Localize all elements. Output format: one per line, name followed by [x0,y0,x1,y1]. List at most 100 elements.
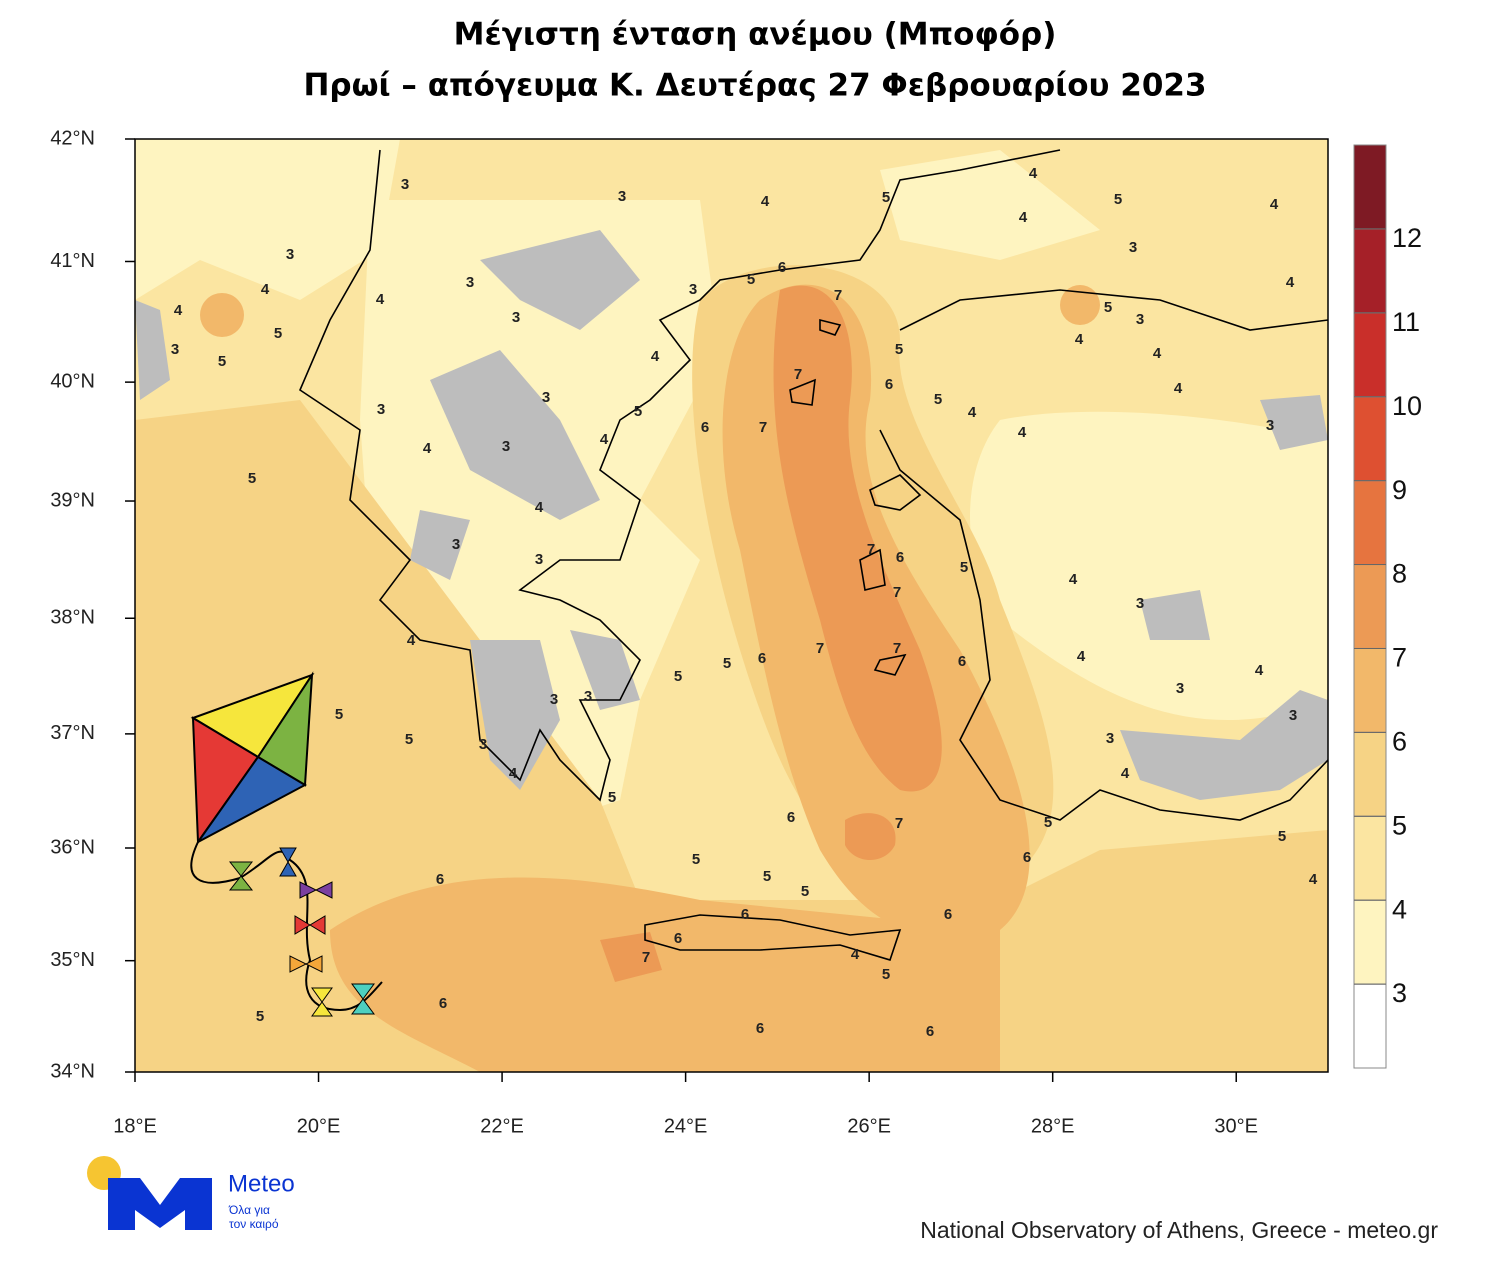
contour-label: 5 [1278,828,1286,845]
colorbar-label: 5 [1392,810,1407,840]
map-frame [134,138,1329,1073]
contour-label: 6 [778,259,786,276]
contour-label: 4 [1019,209,1028,226]
contour-label: 3 [466,274,474,291]
x-tick-label: 18°E [113,1115,157,1137]
contour-label: 5 [895,341,903,358]
y-tick-label: 36°N [50,836,95,858]
contour-label: 6 [741,906,749,923]
contour-label: 4 [1255,662,1264,679]
land-mask [135,300,170,400]
field-area [880,150,1100,260]
kite-panel [197,755,308,843]
logo-name: Meteo [228,1170,295,1197]
x-tick-label: 26°E [847,1115,891,1137]
contour-label: 4 [174,302,183,319]
x-tick-label: 30°E [1214,1115,1258,1137]
contour-label: 5 [248,470,256,487]
contour-label: 3 [479,736,487,753]
colorbar-label: 4 [1392,894,1407,924]
contour-label: 4 [1069,571,1078,588]
contour-label: 7 [794,366,802,383]
kite [190,671,383,1017]
contour-label: 4 [1075,331,1084,348]
contour-label: 6 [787,809,795,826]
x-tick-label: 24°E [664,1115,708,1137]
colorbar-box [1353,480,1387,566]
contour-label: 3 [1289,707,1297,724]
land-mask [1120,690,1328,800]
colorbar-label: 6 [1392,726,1407,756]
contour-label: 5 [692,851,700,868]
contour-label: 5 [763,868,771,885]
coastline [899,289,1328,331]
field-area [330,877,1000,1072]
contour-label: 3 [689,281,697,298]
contour-label: 3 [1129,239,1137,256]
contour-label: 7 [759,419,767,436]
kite-bow [289,955,323,973]
contour-label: 5 [882,966,890,983]
contour-label: 6 [926,1023,934,1040]
contour-label: 5 [1104,299,1112,316]
contour-label: 4 [600,431,609,448]
contour-label: 4 [651,348,660,365]
colorbar-label: 11 [1392,307,1420,337]
colorbar-box [1353,312,1387,398]
title: Πρωί – απόγευμα Κ. Δευτέρας 27 Φεβρουαρί… [303,68,1206,104]
contour-label: 3 [502,438,510,455]
contour-label: 3 [171,341,179,358]
colorbar-box [1353,396,1387,482]
contour-label: 4 [376,291,385,308]
contour-label: 4 [1077,648,1086,665]
contour-label: 3 [542,389,550,406]
land-mask [430,350,600,520]
contour-label: 3 [452,536,460,553]
contour-label: 4 [761,193,770,210]
contour-label: 4 [1286,274,1295,291]
land-mask [1260,395,1328,450]
contour-labels: 3 3 4 5 4 5 4 4 3 3 4 4 4 4 3 3 3 6 5 7 5 3 4 5 3 5 5 4 4 7 6 4 3 3 5 5 4 6 7 4… [171,165,1318,1040]
contour-label: 5 [934,391,942,408]
contour-label: 4 [535,499,544,516]
contour-label: 5 [1044,814,1052,831]
contour-label: 3 [618,188,626,205]
y-tick-label: 40°N [50,370,95,392]
contour-label: 5 [960,559,968,576]
contour-label: 5 [335,706,343,723]
contour-label: 3 [1106,730,1114,747]
colorbar-box [1353,647,1387,733]
axes: 18°E 20°E 22°E 24°E 26°E 28°E 30°E 34°N 35°N 36°N… [50,127,1258,1137]
contour-label: 5 [1114,191,1122,208]
kite-bow [311,987,333,1017]
contour-label: 7 [893,640,901,657]
contour-label: 4 [1174,380,1183,397]
land-mask [570,630,640,710]
coastline [879,429,1328,821]
contour-label: 5 [634,403,642,420]
y-tick-label: 39°N [50,489,95,511]
logo: Meteo Όλα για τον καιρό [87,1156,295,1231]
kite-bow [351,983,375,1015]
contour-label: 5 [274,325,282,342]
field-area [1060,285,1100,325]
y-tick-label: 42°N [50,127,95,149]
contour-label: 4 [1029,165,1038,182]
field-area [200,293,244,337]
x-tick-label: 20°E [297,1115,341,1137]
contour-label: 3 [1136,595,1144,612]
y-tick-label: 41°N [50,250,95,272]
contour-label: 6 [756,1020,764,1037]
coastline [789,318,922,676]
colorbar-box [1353,228,1387,314]
colorbar-box [1353,815,1387,901]
contour-label: 6 [885,376,893,393]
contour-label: 5 [801,883,809,900]
contour-label: 4 [261,281,270,298]
x-tick-label: 28°E [1031,1115,1075,1137]
colorbar-label: 3 [1392,978,1407,1008]
contour-label: 3 [1266,417,1274,434]
contour-label: 4 [968,404,977,421]
wind-field [135,139,1328,1072]
